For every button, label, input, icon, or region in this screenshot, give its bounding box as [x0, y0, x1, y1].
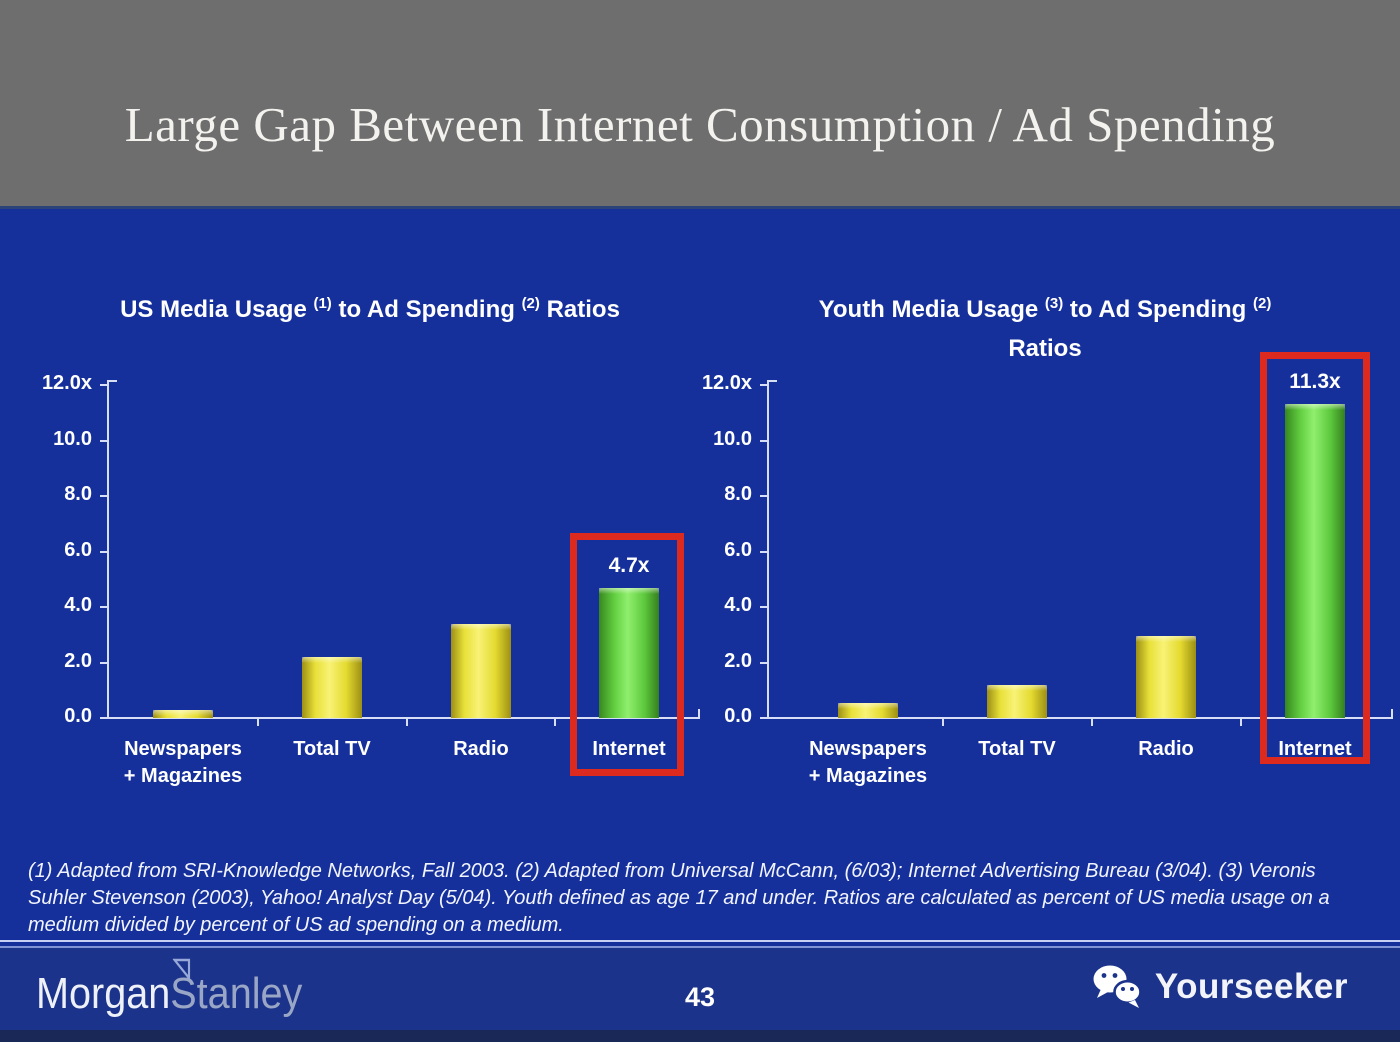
wechat-chat-bubbles-icon — [1093, 965, 1142, 1008]
x-axis-tick — [256, 718, 259, 726]
title-text: to Ad Spending — [331, 296, 522, 323]
x-axis-category-label: Radio — [1138, 738, 1194, 760]
y-axis-tick — [760, 661, 768, 664]
page-number: 43 — [684, 982, 716, 1012]
morgan-stanley-logo-stanley: Stanley — [170, 969, 303, 1018]
highlight-box — [1260, 352, 1370, 764]
bar-radio — [1136, 636, 1196, 718]
x-axis-tick — [554, 718, 556, 726]
x-axis-category-label: Internet — [592, 738, 666, 760]
y-axis-tick — [760, 495, 768, 497]
header-divider — [0, 206, 1400, 209]
x-axis-line — [108, 717, 700, 719]
slide-footer: MorganStanley 43 Yourseeker — [0, 948, 1400, 1030]
bar-newspapers-magazines — [153, 710, 213, 718]
bar-radio — [451, 624, 511, 718]
x-axis-tick — [941, 718, 944, 726]
y-axis-tick-label: 6.0 — [724, 538, 752, 561]
y-axis-tick — [100, 717, 108, 719]
y-axis-tick — [100, 661, 108, 664]
y-axis-tick — [100, 550, 108, 553]
title-superscript: (2) — [521, 295, 540, 312]
y-axis-tick-label: 12.0x — [701, 372, 752, 394]
y-axis-tick-label: 2.0 — [724, 649, 752, 672]
y-axis-tick-label: 8.0 — [724, 483, 752, 505]
y-axis-top-cap — [768, 380, 777, 382]
x-axis-tick — [405, 718, 408, 726]
morgan-stanley-logo-morgan: Morgan — [36, 969, 171, 1018]
x-axis-end-cap — [1391, 709, 1393, 718]
highlight-box — [570, 533, 684, 776]
title-text: Ratios — [1008, 335, 1082, 362]
y-axis-tick-label: 4.0 — [64, 594, 92, 616]
x-axis-category-label: Total TV — [978, 738, 1056, 760]
chart-title: Youth Media Usage (3) to Ad Spending (2)… — [790, 292, 1300, 367]
partner-name: Yourseeker — [1154, 967, 1348, 1006]
bar-internet — [599, 588, 659, 718]
footnote-text: (1) Adapted from SRI-Knowledge Networks,… — [28, 860, 1330, 936]
y-axis-tick — [100, 384, 108, 386]
y-axis-tick-label: 6.0 — [64, 538, 92, 561]
y-axis-tick-label: 0.0 — [724, 705, 752, 727]
bar-newspapers-magazines — [838, 703, 898, 718]
title-text: to Ad Spending — [1063, 296, 1253, 323]
bar-total-tv — [987, 685, 1047, 718]
x-axis-category-label: Total TV — [293, 738, 371, 760]
bar-value-label: 4.7x — [608, 554, 650, 577]
bar-value-label: 11.3x — [1289, 370, 1341, 393]
y-axis-tick — [760, 717, 768, 719]
partner-logo: Yourseeker — [1091, 964, 1348, 1010]
slide-header: Large Gap Between Internet Consumption /… — [0, 0, 1400, 206]
y-axis-tick-label: 4.0 — [724, 594, 752, 616]
y-axis-tick-label: 10.0 — [53, 427, 92, 450]
y-axis-tick — [760, 550, 768, 553]
title-text: Ratios — [539, 296, 620, 323]
x-axis-category-label: Newspapers + Magazines — [123, 738, 243, 787]
x-axis-end-cap — [698, 709, 700, 718]
y-axis-tick — [100, 495, 108, 497]
y-axis-tick-label: 2.0 — [64, 649, 92, 672]
title-superscript: (3) — [1044, 295, 1064, 312]
y-axis-tick — [760, 384, 768, 386]
bottom-strip — [0, 1030, 1400, 1042]
y-axis-tick — [100, 439, 108, 442]
footer-divider-line — [0, 940, 1400, 948]
slide-title: Large Gap Between Internet Consumption /… — [124, 97, 1276, 152]
title-superscript: (1) — [313, 295, 332, 312]
x-axis-line — [768, 717, 1393, 719]
y-axis-tick-label: 0.0 — [64, 705, 92, 727]
y-axis-line — [767, 380, 769, 718]
y-axis-tick-label: 8.0 — [64, 483, 92, 505]
bar-internet — [1285, 404, 1345, 718]
title-text: US Media Usage — [120, 296, 314, 323]
title-superscript: (2) — [1253, 295, 1272, 312]
title-text: Youth Media Usage — [818, 296, 1045, 323]
y-axis-tick-label: 10.0 — [713, 427, 752, 450]
y-axis-line — [107, 380, 109, 718]
x-axis-category-label: Internet — [1278, 738, 1352, 760]
x-axis-tick — [1239, 718, 1242, 726]
x-axis-category-label: Radio — [453, 738, 509, 760]
bar-total-tv — [302, 657, 362, 718]
y-axis-tick — [760, 606, 768, 608]
x-axis-tick — [1090, 718, 1093, 726]
chart-title: US Media Usage (1) to Ad Spending (2) Ra… — [70, 292, 670, 331]
x-axis-category-label: Newspapers + Magazines — [808, 738, 928, 787]
y-axis-tick — [760, 439, 768, 442]
morgan-stanley-triangle-icon — [172, 958, 191, 980]
y-axis-tick — [100, 606, 108, 608]
morgan-stanley-logo: MorganStanley — [36, 958, 303, 1018]
y-axis-tick-label: 12.0x — [41, 372, 92, 394]
y-axis-top-cap — [108, 380, 117, 382]
